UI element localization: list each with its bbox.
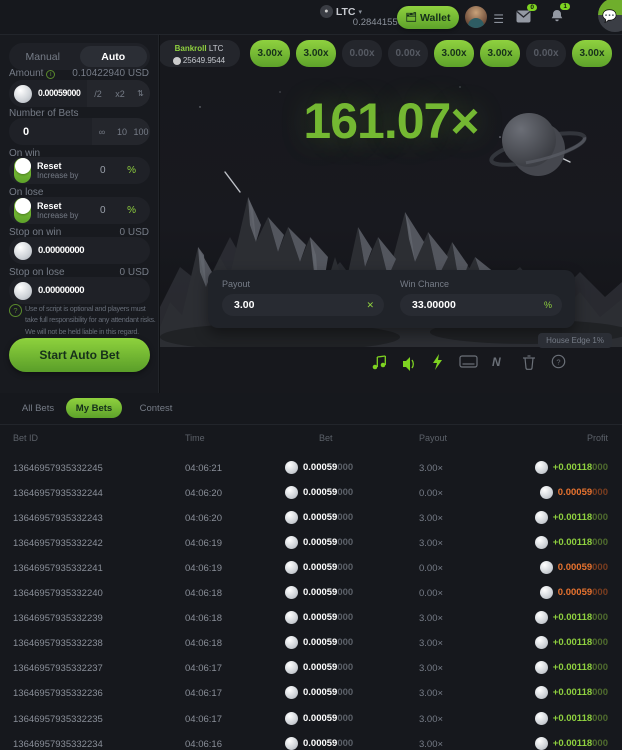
svg-text:N: N <box>492 355 501 369</box>
svg-text:?: ? <box>556 358 560 367</box>
